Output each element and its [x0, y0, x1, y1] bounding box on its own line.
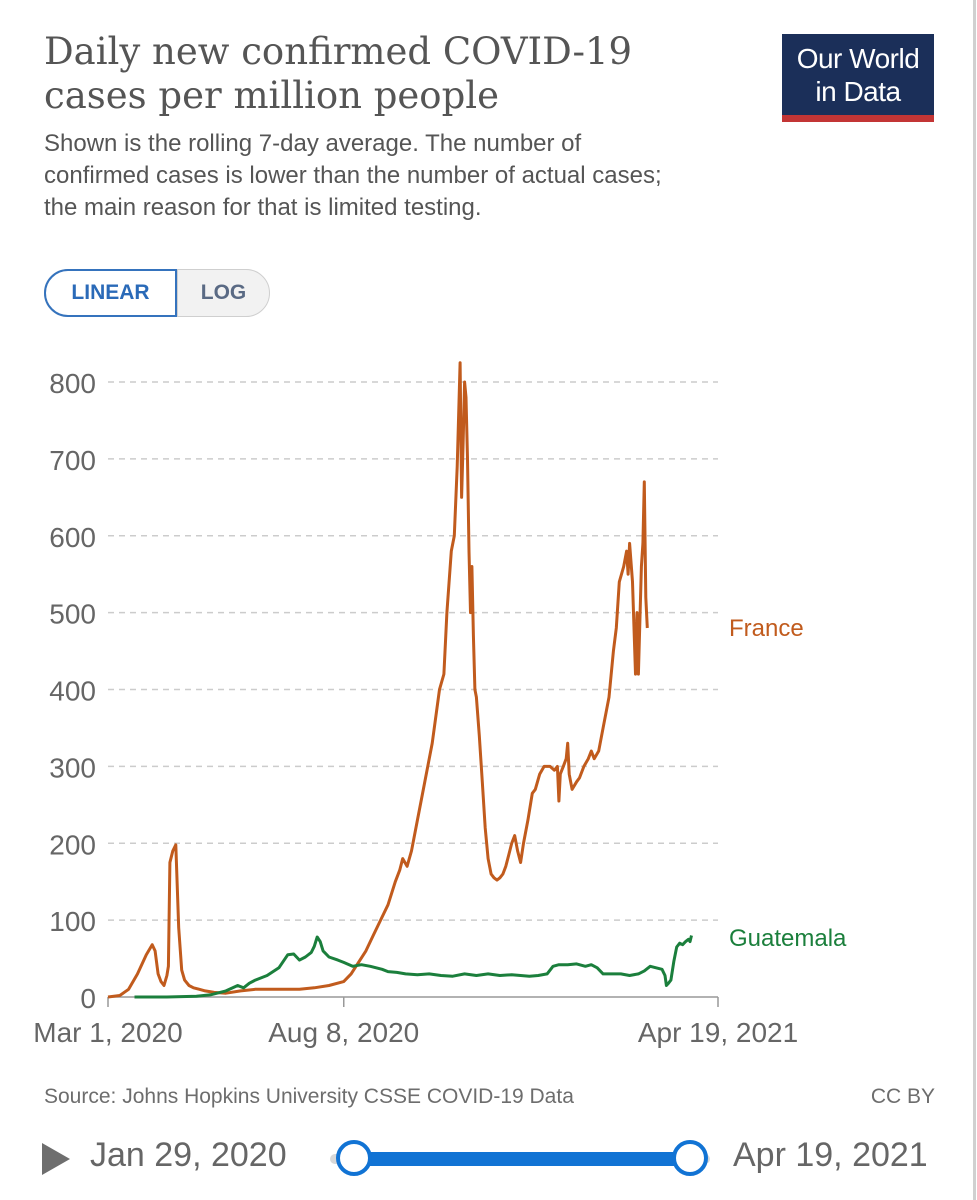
logo-line-1: Our World: [796, 43, 920, 74]
y-tick-label: 100: [49, 906, 96, 937]
y-tick-label: 200: [49, 829, 96, 860]
linear-scale-button[interactable]: LINEAR: [44, 269, 177, 317]
chart-title: Daily new confirmed COVID-19 cases per m…: [44, 30, 633, 117]
source-note: Source: Johns Hopkins University CSSE CO…: [44, 1085, 574, 1108]
timeline-selected-range[interactable]: [352, 1152, 690, 1166]
license-link[interactable]: CC BY: [870, 1085, 935, 1108]
y-tick-label: 500: [49, 599, 96, 630]
y-tick-label: 0: [80, 983, 96, 1014]
line-chart: 0 100 200 300 400 500 600 700 800 Mar 1, 2020 Aug…: [33, 361, 847, 1048]
chart-subtitle: Shown is the rolling 7-day average. The …: [44, 130, 662, 221]
timeline-start-date: Jan 29, 2020: [90, 1136, 287, 1174]
y-tick-label: 600: [49, 522, 96, 553]
play-icon[interactable]: [42, 1143, 70, 1175]
y-tick-label: 400: [49, 676, 96, 707]
y-tick-label: 800: [49, 368, 96, 399]
timeline-end-date: Apr 19, 2021: [733, 1136, 928, 1174]
timeline-start-handle[interactable]: [336, 1140, 372, 1176]
log-scale-button[interactable]: LOG: [177, 269, 270, 317]
series-label-guatemala[interactable]: Guatemala: [729, 925, 847, 952]
x-tick-label: Apr 19, 2021: [638, 1017, 798, 1048]
timeline-end-handle[interactable]: [672, 1140, 708, 1176]
series-lines: [107, 361, 693, 999]
scale-toggle: LINEAR LOG: [44, 269, 270, 317]
x-tick-label: Aug 8, 2020: [268, 1017, 419, 1048]
series-label-france[interactable]: France: [729, 615, 804, 642]
grid-lines: [108, 381, 718, 921]
logo-line-2: in Data: [815, 76, 901, 107]
logo-accent-bar: [782, 115, 934, 122]
x-axis: Mar 1, 2020 Aug 8, 2020 Apr 19, 2021: [33, 996, 798, 1048]
series-labels: France Guatemala: [729, 615, 847, 952]
series-line-france[interactable]: [107, 361, 649, 999]
owid-logo[interactable]: Our World in Data: [782, 34, 934, 122]
series-line-guatemala[interactable]: [134, 935, 693, 999]
y-tick-label: 700: [49, 445, 96, 476]
y-tick-label: 300: [49, 752, 96, 783]
x-tick-label: Mar 1, 2020: [33, 1017, 182, 1048]
y-axis-ticks: 0 100 200 300 400 500 600 700 800: [49, 368, 96, 1014]
